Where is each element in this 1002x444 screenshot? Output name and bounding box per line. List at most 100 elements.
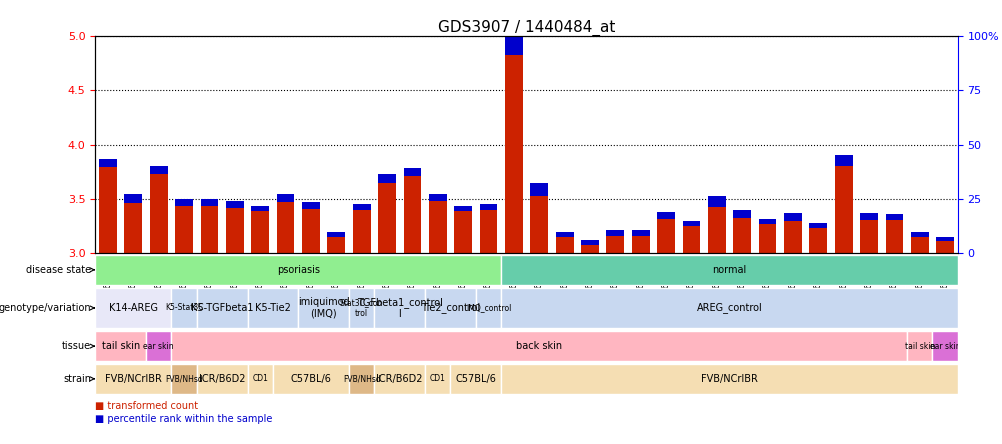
Bar (353, 204, 370, 254)
Bar (707, 196, 725, 206)
Bar (530, 182, 547, 254)
Bar (175, 199, 192, 206)
FancyBboxPatch shape (906, 331, 932, 361)
Text: disease state: disease state (26, 265, 94, 275)
Text: C57BL/6: C57BL/6 (455, 374, 496, 384)
Bar (505, 36, 522, 254)
Bar (530, 182, 547, 196)
Bar (834, 155, 852, 166)
FancyBboxPatch shape (95, 288, 171, 328)
FancyBboxPatch shape (95, 331, 146, 361)
FancyBboxPatch shape (374, 288, 425, 328)
FancyBboxPatch shape (501, 255, 957, 285)
Bar (834, 155, 852, 254)
Text: psoriasis: psoriasis (277, 265, 320, 275)
Text: Stat3C_con
trol: Stat3C_con trol (340, 298, 383, 317)
Bar (784, 213, 801, 221)
Bar (403, 168, 421, 176)
Bar (124, 194, 142, 203)
Text: tail skin: tail skin (904, 341, 934, 351)
Bar (682, 221, 699, 254)
Bar (175, 199, 192, 254)
Bar (225, 201, 243, 254)
Bar (479, 204, 497, 210)
Bar (707, 196, 725, 254)
Text: tail skin: tail skin (101, 341, 139, 351)
Bar (682, 221, 699, 226)
Text: K14-AREG: K14-AREG (109, 303, 157, 313)
Text: ■ transformed count: ■ transformed count (95, 400, 198, 411)
Bar (885, 214, 903, 254)
Title: GDS3907 / 1440484_at: GDS3907 / 1440484_at (438, 20, 614, 36)
FancyBboxPatch shape (247, 288, 298, 328)
Bar (606, 230, 623, 236)
Bar (99, 159, 117, 167)
FancyBboxPatch shape (374, 364, 425, 393)
FancyBboxPatch shape (932, 331, 957, 361)
Bar (860, 213, 877, 254)
Bar (429, 194, 446, 254)
FancyBboxPatch shape (501, 364, 957, 393)
FancyBboxPatch shape (298, 288, 349, 328)
Bar (277, 194, 295, 202)
Text: FVB/NHsd: FVB/NHsd (343, 374, 380, 383)
Bar (353, 204, 370, 210)
Text: imiquimod
(IMQ): imiquimod (IMQ) (298, 297, 349, 319)
FancyBboxPatch shape (196, 288, 247, 328)
FancyBboxPatch shape (196, 364, 247, 393)
Text: ear skin: ear skin (929, 341, 960, 351)
Bar (936, 237, 953, 242)
Text: ICR/B6D2: ICR/B6D2 (198, 374, 245, 384)
FancyBboxPatch shape (95, 364, 171, 393)
Bar (809, 223, 827, 254)
Text: C57BL/6: C57BL/6 (291, 374, 331, 384)
Bar (454, 206, 472, 211)
Bar (732, 210, 750, 218)
Bar (631, 230, 649, 254)
Bar (732, 210, 750, 254)
Bar (784, 213, 801, 254)
Bar (885, 214, 903, 220)
Bar (758, 218, 776, 224)
Bar (149, 166, 167, 254)
Bar (580, 240, 598, 245)
Bar (606, 230, 623, 254)
Text: ■ percentile rank within the sample: ■ percentile rank within the sample (95, 414, 273, 424)
Text: strain: strain (63, 374, 94, 384)
Text: K5-TGFbeta1: K5-TGFbeta1 (190, 303, 254, 313)
FancyBboxPatch shape (171, 288, 196, 328)
Text: K5-Tie2: K5-Tie2 (255, 303, 291, 313)
Bar (277, 194, 295, 254)
Bar (758, 218, 776, 254)
Bar (378, 174, 396, 254)
Bar (555, 232, 573, 254)
Text: ICR/B6D2: ICR/B6D2 (376, 374, 423, 384)
FancyBboxPatch shape (247, 364, 273, 393)
Bar (479, 204, 497, 254)
FancyBboxPatch shape (273, 364, 349, 393)
Bar (149, 166, 167, 174)
FancyBboxPatch shape (475, 288, 501, 328)
Text: FVB/NCrIBR: FVB/NCrIBR (105, 374, 161, 384)
Bar (403, 168, 421, 254)
FancyBboxPatch shape (425, 288, 475, 328)
Text: AREG_control: AREG_control (696, 302, 762, 313)
Bar (910, 232, 928, 237)
Text: FVB/NCrIBR: FVB/NCrIBR (700, 374, 758, 384)
Text: K5-Stat3C: K5-Stat3C (164, 304, 203, 313)
Bar (454, 206, 472, 254)
Text: CD1: CD1 (430, 374, 445, 383)
Bar (200, 199, 218, 206)
Bar (631, 230, 649, 236)
Bar (302, 202, 320, 254)
Bar (327, 232, 345, 237)
Bar (505, 36, 522, 55)
FancyBboxPatch shape (171, 364, 196, 393)
Bar (327, 232, 345, 254)
Text: TGFbeta1_control
l: TGFbeta1_control l (357, 297, 442, 319)
Bar (936, 237, 953, 254)
Bar (252, 206, 269, 211)
Bar (252, 206, 269, 254)
FancyBboxPatch shape (146, 331, 171, 361)
Text: ear skin: ear skin (143, 341, 174, 351)
